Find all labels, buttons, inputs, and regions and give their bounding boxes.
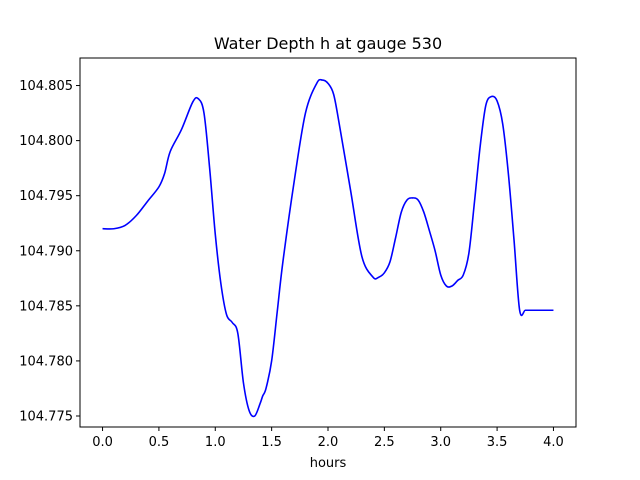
y-tick-label: 104.800 [19,134,73,149]
y-tick-label: 104.795 [19,189,73,204]
x-tick-label: 4.0 [543,435,564,450]
axes-frame [79,57,577,428]
y-tick-label: 104.775 [19,409,73,424]
x-axis-label: hours [310,456,347,471]
x-tick-label: 0.5 [149,435,170,450]
series-line [102,78,554,418]
y-tick-label: 104.805 [19,79,73,94]
y-tick-label: 104.780 [19,354,73,369]
x-tick-label: 3.5 [487,435,508,450]
x-tick-label: 2.0 [318,435,339,450]
x-tick-label: 3.0 [430,435,451,450]
y-tick-label: 104.785 [19,299,73,314]
x-tick-label: 1.0 [205,435,226,450]
x-tick-label: 2.5 [374,435,395,450]
x-tick-label: 1.5 [261,435,282,450]
x-axis: 0.0 0.5 1.0 1.5 2.0 2.5 3.0 3.5 4.0 [92,427,564,450]
x-tick-label: 0.0 [92,435,113,450]
y-axis: 104.775 104.780 104.785 104.790 104.795 104.8… [19,79,80,424]
plot-area [102,78,554,418]
chart-title: Water Depth h at gauge 530 [214,34,442,53]
y-tick-label: 104.790 [19,244,73,259]
